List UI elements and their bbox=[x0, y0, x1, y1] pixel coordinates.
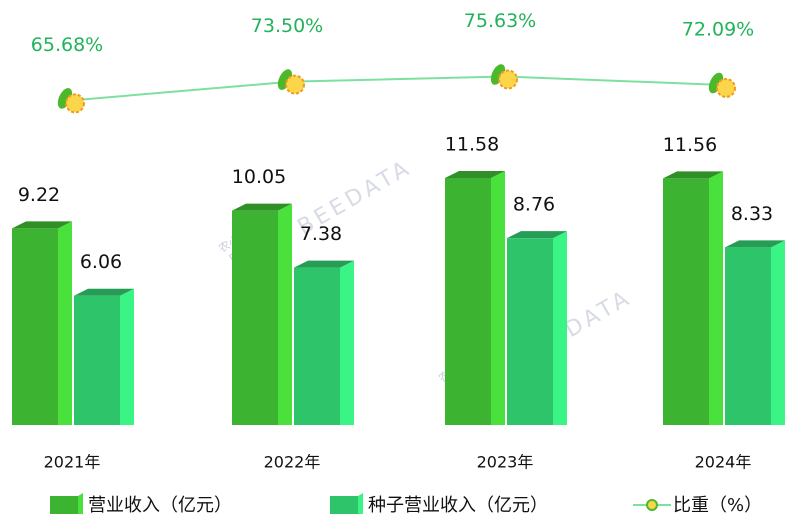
x-tick-label: 2021年 bbox=[44, 453, 101, 472]
bar-value-label: 11.58 bbox=[445, 134, 499, 156]
legend-swatch bbox=[50, 496, 78, 514]
bar-side bbox=[58, 221, 72, 425]
bar bbox=[294, 260, 354, 425]
legend-label: 比重（%） bbox=[673, 495, 762, 516]
bar-value-label: 11.56 bbox=[663, 134, 717, 156]
marker-flower bbox=[498, 69, 518, 90]
x-tick-label: 2024年 bbox=[695, 453, 752, 472]
bar bbox=[663, 171, 723, 425]
bar-value-label: 9.22 bbox=[18, 184, 60, 206]
bar-value-label: 8.76 bbox=[513, 194, 555, 216]
bar-top bbox=[725, 240, 785, 248]
bar-front bbox=[445, 178, 491, 425]
bar-top bbox=[232, 203, 292, 211]
legend-label: 种子营业收入（亿元） bbox=[368, 495, 548, 516]
legend-swatch-side bbox=[358, 493, 363, 514]
bar-side bbox=[340, 260, 354, 425]
marker-flower bbox=[65, 93, 85, 114]
bar-side bbox=[771, 240, 785, 425]
bar-front bbox=[294, 267, 340, 425]
x-tick-label: 2023年 bbox=[477, 453, 534, 472]
bar-value-label: 10.05 bbox=[232, 166, 286, 188]
bar bbox=[232, 203, 292, 425]
bar-front bbox=[74, 295, 120, 425]
bar-side bbox=[120, 288, 134, 425]
bar-front bbox=[725, 247, 771, 425]
bar-value-label: 7.38 bbox=[300, 223, 342, 245]
marker-flower bbox=[716, 77, 736, 98]
x-tick-label: 2022年 bbox=[264, 453, 321, 472]
bar-value-label: 6.06 bbox=[80, 251, 122, 273]
legend-label: 营业收入（亿元） bbox=[88, 495, 232, 516]
bar-front bbox=[12, 228, 58, 425]
bar-front bbox=[232, 210, 278, 425]
marker-flower bbox=[285, 74, 305, 95]
line-point bbox=[277, 69, 305, 95]
bar bbox=[12, 221, 72, 425]
line-value-label: 73.50% bbox=[251, 15, 323, 37]
line-value-label: 75.63% bbox=[464, 10, 536, 32]
bar-value-label: 8.33 bbox=[731, 203, 773, 225]
bar-side bbox=[553, 231, 567, 425]
bar-top bbox=[12, 221, 72, 229]
legend-swatch-side bbox=[78, 493, 83, 514]
bar-side bbox=[709, 171, 723, 425]
bar bbox=[74, 288, 134, 425]
bar-top bbox=[507, 231, 567, 239]
bar bbox=[445, 171, 505, 425]
bar bbox=[725, 240, 785, 425]
bar-front bbox=[663, 178, 709, 425]
bar-side bbox=[491, 171, 505, 425]
legend-marker bbox=[646, 499, 658, 511]
line-point bbox=[57, 88, 85, 114]
bar bbox=[507, 231, 567, 425]
line-value-label: 72.09% bbox=[682, 18, 754, 40]
bar-top bbox=[294, 260, 354, 268]
bar-front bbox=[507, 238, 553, 425]
line-value-label: 65.68% bbox=[31, 34, 103, 56]
legend-swatch bbox=[330, 496, 358, 514]
line-point bbox=[708, 72, 736, 98]
bar-top bbox=[74, 288, 134, 296]
line-point bbox=[490, 64, 518, 90]
line bbox=[71, 75, 724, 102]
bar-top bbox=[445, 171, 505, 178]
bar-top bbox=[663, 171, 723, 179]
bar-side bbox=[278, 203, 292, 425]
